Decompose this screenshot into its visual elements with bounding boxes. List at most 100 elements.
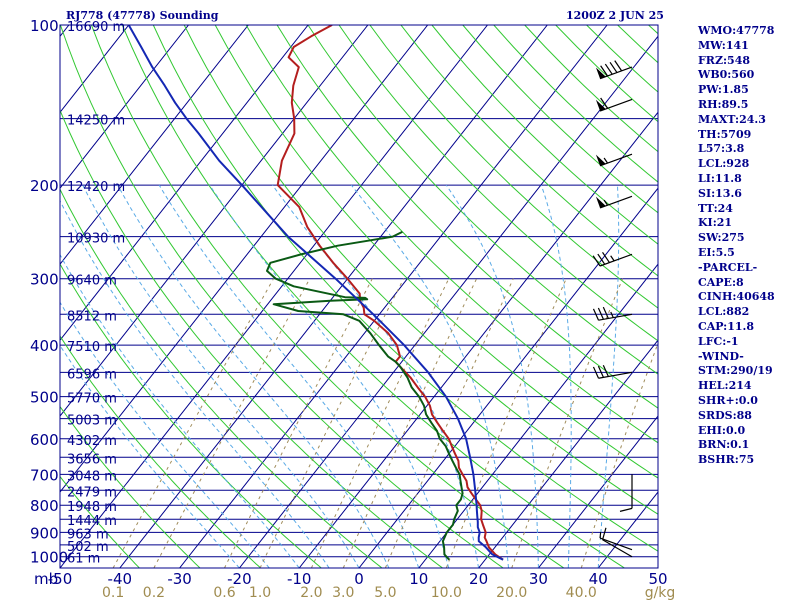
moist-adiabat-line <box>540 184 572 568</box>
stat-item: RH:89.5 <box>698 97 749 111</box>
grid-lines <box>60 25 658 568</box>
pressure-label: 800 <box>30 497 59 515</box>
wind-barb <box>595 153 633 167</box>
wind-barb-pennant <box>595 154 606 166</box>
height-label: 10930 m <box>67 232 125 247</box>
mixing-ratio-label: 3.0 <box>332 585 354 600</box>
wind-barb-staff <box>599 253 633 267</box>
temperature-trace <box>276 25 504 561</box>
height-label: 14250 m <box>67 114 125 129</box>
isotherm-line <box>239 35 658 568</box>
dry-adiabat-line <box>307 25 658 375</box>
wind-barb-flag <box>602 306 609 319</box>
stat-item: CAP:11.8 <box>698 319 755 333</box>
stat-item: BSHR:75 <box>698 453 755 467</box>
stat-item: -WIND- <box>698 349 744 363</box>
wind-barb-half-flag <box>599 531 602 539</box>
temperature-label: -40 <box>108 570 133 588</box>
wind-barbs <box>592 60 633 558</box>
temperature-label: 10 <box>409 570 428 588</box>
wind-barb-flag <box>604 63 613 75</box>
wind-barb-staff <box>598 371 633 379</box>
wind-barb-staff <box>598 313 633 321</box>
height-label: 1948 m <box>67 500 117 515</box>
mixing-ratio-label: 40.0 <box>566 585 597 600</box>
wind-barb <box>592 251 633 267</box>
isotherm-line <box>60 25 429 493</box>
isotherm-line <box>60 25 369 417</box>
dry-adiabat-line <box>183 25 658 515</box>
sounding-title: RJ778 (47778) Sounding <box>66 9 219 22</box>
moist-adiabat-line <box>209 184 450 568</box>
temperature-label: -50 <box>48 570 73 588</box>
pressure-label: 700 <box>30 466 59 484</box>
wind-barb-flag <box>601 527 607 540</box>
pressure-label: 500 <box>30 389 59 407</box>
mixing-ratio-label: 5.0 <box>374 585 396 600</box>
wind-barb-half-flag <box>610 255 615 262</box>
height-label: 12420 m <box>67 180 125 195</box>
wind-barb <box>601 527 633 558</box>
wind-barb-flag <box>602 251 610 263</box>
mixing-ratio-label: 2.0 <box>300 585 322 600</box>
stat-item: CAPE:8 <box>698 275 744 289</box>
stat-item: HEL:214 <box>698 379 752 393</box>
dry-adiabat-line <box>400 25 658 277</box>
stat-item: WMO:47778 <box>698 24 775 37</box>
moist-adiabat-line <box>158 184 420 568</box>
dry-adiabat-line <box>60 25 504 568</box>
mixing-ratio-label: 20.0 <box>496 585 527 600</box>
mixing-ratio-line <box>445 278 567 568</box>
wind-barb <box>619 474 633 512</box>
dry-adiabat-line <box>60 109 443 568</box>
temperature-label: 50 <box>648 570 667 588</box>
stat-item: SRDS:88 <box>698 408 752 422</box>
isotherm-line <box>60 25 249 265</box>
height-label: 7510 m <box>67 340 117 355</box>
mixing-ratio-label: 0.6 <box>213 585 235 600</box>
height-label: 9640 m <box>67 274 117 289</box>
stats-panel: WMO:47778 MW:141 FRZ:548 WB0:560 PW:1.85 RH:8… <box>698 24 798 468</box>
wind-barb-flag <box>592 255 601 267</box>
stat-item: SHR+:0.0 <box>698 393 758 407</box>
isotherm-line <box>60 25 488 568</box>
wind-barb <box>592 306 633 321</box>
pressure-label: 400 <box>30 337 59 355</box>
moist-adiabat-line <box>351 184 509 568</box>
wind-barb-staff <box>599 66 633 80</box>
pressure-label: 300 <box>30 271 59 289</box>
stat-item: MW:141 <box>698 38 749 52</box>
stat-item: STM:290/19 <box>698 364 773 378</box>
mixing-ratio-line <box>580 341 658 568</box>
stat-item: SW:275 <box>698 231 745 245</box>
temperature-label: -10 <box>287 570 312 588</box>
isotherm-line <box>418 263 658 568</box>
wind-barb-half-flag <box>603 199 609 206</box>
isotherm-line <box>358 187 658 568</box>
height-label: 5770 m <box>67 392 117 407</box>
mixing-ratio-label: 0.2 <box>143 585 165 600</box>
temperature-label: -20 <box>227 570 252 588</box>
height-label: 5003 m <box>67 414 117 429</box>
mixing-ratio-line <box>112 278 274 568</box>
isotherm-line <box>60 25 70 38</box>
mixing-ratio-label: 1.0 <box>249 585 271 600</box>
wind-barb <box>595 195 633 209</box>
stat-item: LCL:882 <box>698 305 750 319</box>
stat-item: LI:11.8 <box>698 171 742 185</box>
pressure-label: 600 <box>30 431 59 449</box>
height-label: 4302 m <box>67 434 117 449</box>
height-label: 8512 m <box>67 309 117 324</box>
wind-barb-staff <box>599 195 633 209</box>
stat-item: FRZ:548 <box>698 53 751 67</box>
height-label: 3048 m <box>67 469 117 484</box>
stat-item: PW:1.85 <box>698 83 749 97</box>
wind-barb-flag <box>600 97 609 109</box>
dry-adiabat-line <box>276 25 658 409</box>
stat-item: L57:3.8 <box>698 142 745 156</box>
stat-item: LFC:-1 <box>698 334 739 348</box>
wind-barb-flag <box>600 65 609 77</box>
parcel-trace <box>127 25 504 561</box>
